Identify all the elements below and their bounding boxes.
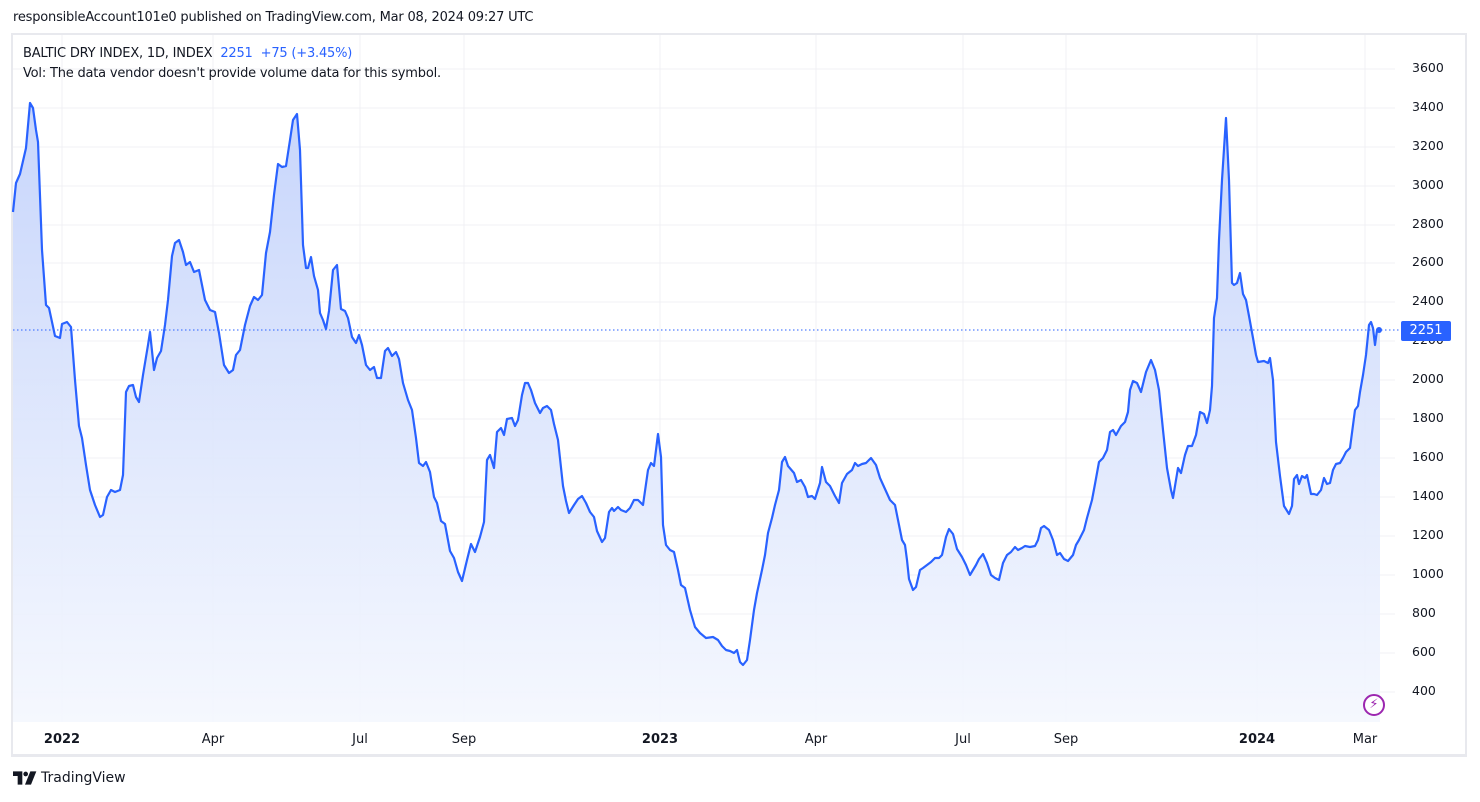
x-tick-label: Apr (201, 732, 225, 747)
x-tick-label: Sep (1053, 732, 1079, 747)
y-tick-label: 1000 (1412, 566, 1444, 581)
lightning-bolt-icon[interactable]: ⚡︎ (1363, 694, 1385, 716)
y-tick-label: 3200 (1412, 138, 1444, 153)
y-tick-label: 1800 (1412, 410, 1444, 425)
x-tick-label: Jul (352, 732, 368, 747)
y-tick-label: 2400 (1412, 293, 1444, 308)
legend-last-value: 2251 (220, 46, 253, 61)
y-tick-label: 2800 (1412, 216, 1444, 231)
y-tick-label: 2600 (1412, 254, 1444, 269)
last-price-tag: 2251 (1401, 321, 1451, 341)
y-tick-label: 800 (1412, 605, 1436, 620)
last-price-dot (1376, 327, 1382, 333)
tradingview-logo-icon (13, 771, 37, 785)
y-tick-label: 1200 (1412, 527, 1444, 542)
legend-volume-row: Vol: The data vendor doesn't provide vol… (23, 66, 441, 81)
x-tick-label: 2023 (641, 732, 679, 747)
legend-symbol-row: BALTIC DRY INDEX, 1D, INDEX 2251 +75 (+3.4… (23, 45, 441, 65)
area-fill (13, 103, 1380, 722)
y-tick-label: 1600 (1412, 449, 1444, 464)
x-tick-label: Jul (955, 732, 971, 747)
y-tick-label: 3000 (1412, 177, 1444, 192)
y-tick-label: 3600 (1412, 60, 1444, 75)
y-tick-label: 1400 (1412, 488, 1444, 503)
legend-symbol[interactable]: BALTIC DRY INDEX, 1D, INDEX (23, 46, 213, 61)
x-tick-label: Apr (804, 732, 828, 747)
chart-legend: BALTIC DRY INDEX, 1D, INDEX 2251 +75 (+3.4… (23, 45, 441, 85)
legend-change: +75 (+3.45%) (260, 46, 353, 61)
x-tick-label: 2024 (1238, 732, 1276, 747)
y-tick-label: 400 (1412, 683, 1436, 698)
y-tick-label: 600 (1412, 644, 1436, 659)
price-line (11, 101, 1381, 667)
x-tick-label: 2022 (43, 732, 81, 747)
x-tick-label: Mar (1352, 732, 1378, 747)
publisher-line: responsibleAccount101e0 published on Tra… (13, 10, 534, 25)
y-tick-label: 3400 (1412, 99, 1444, 114)
y-tick-label: 2000 (1412, 371, 1444, 386)
tradingview-brand[interactable]: TradingView (13, 770, 126, 786)
x-tick-label: Sep (451, 732, 477, 747)
brand-name: TradingView (41, 770, 126, 786)
